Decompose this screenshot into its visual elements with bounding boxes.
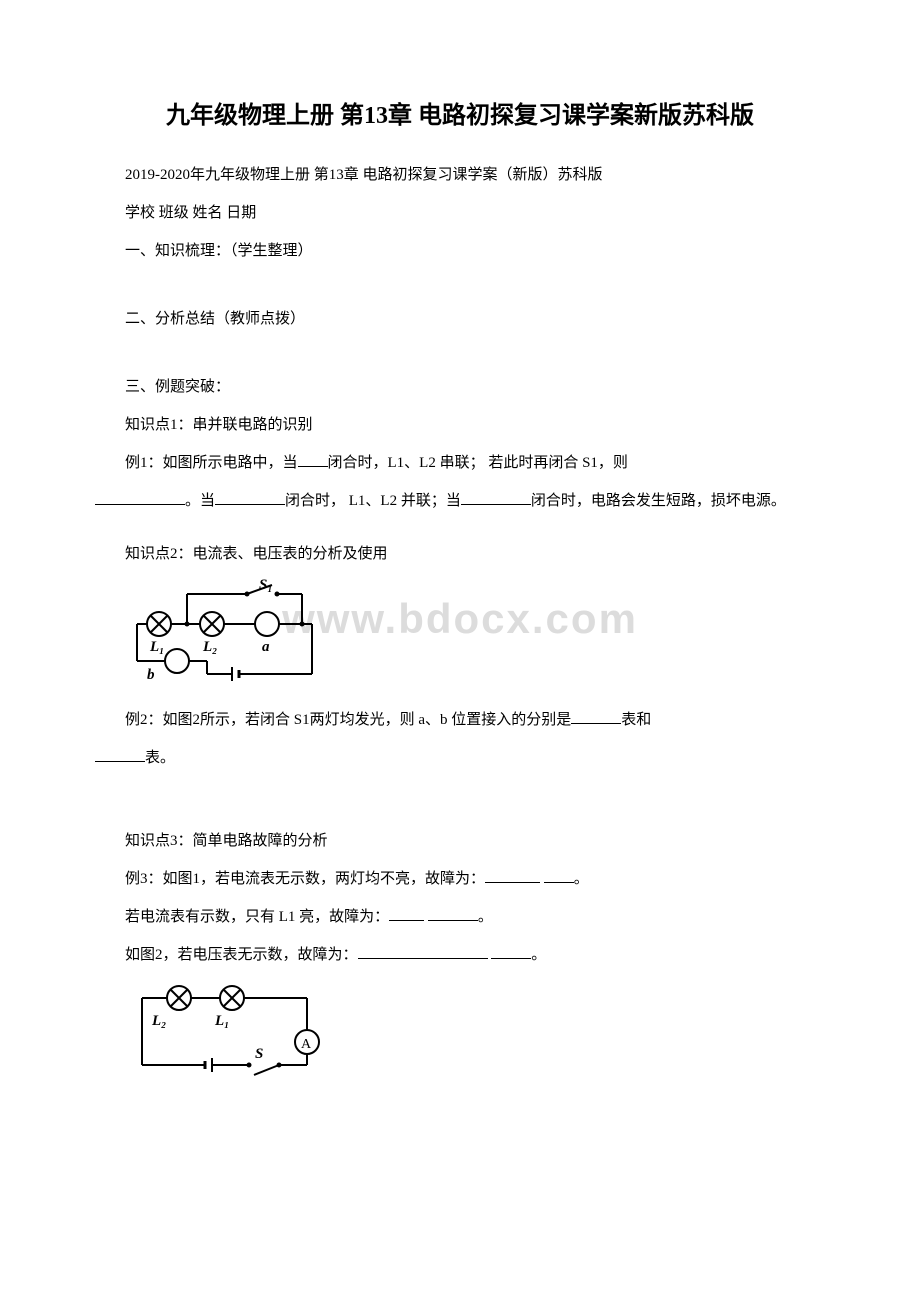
blank-fill [491,944,531,959]
svg-text:L₂: L₂ [151,1013,166,1029]
example3-l2-p1: 若电流表有示数，只有 L1 亮，故障为： [125,909,389,925]
svg-text:A: A [301,1037,312,1052]
example2-line2: 表。 [95,742,825,775]
section1-title: 一、知识梳理：（学生整理） [95,235,825,268]
spacer [95,523,825,538]
blank-fill [358,944,488,959]
blank-fill [485,868,540,883]
blank-fill [571,709,621,724]
blank-fill [389,906,424,921]
blank-fill [95,747,145,762]
point3-title: 知识点3：简单电路故障的分析 [95,825,825,858]
svg-text:a: a [262,639,270,655]
example2-p3: 表。 [145,750,175,766]
circuit2-svg: L₂ L₁ A S [127,980,327,1085]
example1-part1: 例1：如图所示电路中，当 [125,455,298,471]
blank-fill [544,868,574,883]
example3-l1-p2: 。 [574,871,589,887]
example1-text: 例1：如图所示电路中，当 闭合时，L1、L2 串联； 若此时再闭合 S1，则 [95,447,825,480]
circuit1-svg: S₁ L₁ L₂ a [127,579,327,689]
svg-text:L₂: L₂ [202,639,217,655]
document-content: 九年级物理上册 第13章 电路初探复习课学案新版苏科版 2019-2020年九年… [95,100,825,1085]
example3-l3-p2: 。 [531,947,546,963]
svg-text:S₁: S₁ [259,579,273,593]
point1-title: 知识点1：串并联电路的识别 [95,409,825,442]
example2-p1: 例2：如图2所示，若闭合 S1两灯均发光，则 a、b 位置接入的分别是 [125,712,571,728]
blank-fill [215,490,285,505]
example1-l2-p2: 闭合时， L1、L2 并联；当 [285,493,461,509]
circuit-diagram-1: S₁ L₁ L₂ a [127,579,825,689]
blank-fill [298,452,328,467]
blank-fill [461,490,531,505]
example2-p2: 表和 [621,712,651,728]
circuit-diagram-2: L₂ L₁ A S [127,980,825,1085]
example3-l3-p1: 如图2，若电压表无示数，故障为： [125,947,358,963]
svg-text:b: b [147,667,155,683]
example1-l2-p3: 闭合时，电路会发生短路，损坏电源。 [531,493,786,509]
example1-part2: 闭合时，L1、L2 串联； 若此时再闭合 S1，则 [328,455,628,471]
main-title: 九年级物理上册 第13章 电路初探复习课学案新版苏科版 [95,100,825,134]
svg-text:L₁: L₁ [214,1013,229,1029]
spacer [95,273,825,303]
svg-text:S: S [255,1046,263,1062]
spacer [95,780,825,810]
spacer [95,810,825,825]
blank-fill [428,906,478,921]
blank-fill [95,490,185,505]
svg-text:L₁: L₁ [149,639,164,655]
subtitle: 2019-2020年九年级物理上册 第13章 电路初探复习课学案（新版）苏科版 [95,159,825,192]
example1-line2: 。当 闭合时， L1、L2 并联；当 闭合时，电路会发生短路，损坏电源。 [95,485,825,518]
example3-line2: 若电流表有示数，只有 L1 亮，故障为： 。 [95,901,825,934]
example3-l2-p2: 。 [478,909,493,925]
example3-l1-p1: 例3：如图1，若电流表无示数，两灯均不亮，故障为： [125,871,485,887]
example1-l2-p1: 。当 [185,493,215,509]
header-fields: 学校 班级 姓名 日期 [95,197,825,230]
example2-text: 例2：如图2所示，若闭合 S1两灯均发光，则 a、b 位置接入的分别是 表和 [95,704,825,737]
point2-title: 知识点2：电流表、电压表的分析及使用 [95,538,825,571]
section2-title: 二、分析总结（教师点拨） [95,303,825,336]
spacer [95,341,825,371]
example3-line3: 如图2，若电压表无示数，故障为： 。 [95,939,825,972]
section3-title: 三、例题突破： [95,371,825,404]
example3-line1: 例3：如图1，若电流表无示数，两灯均不亮，故障为： 。 [95,863,825,896]
